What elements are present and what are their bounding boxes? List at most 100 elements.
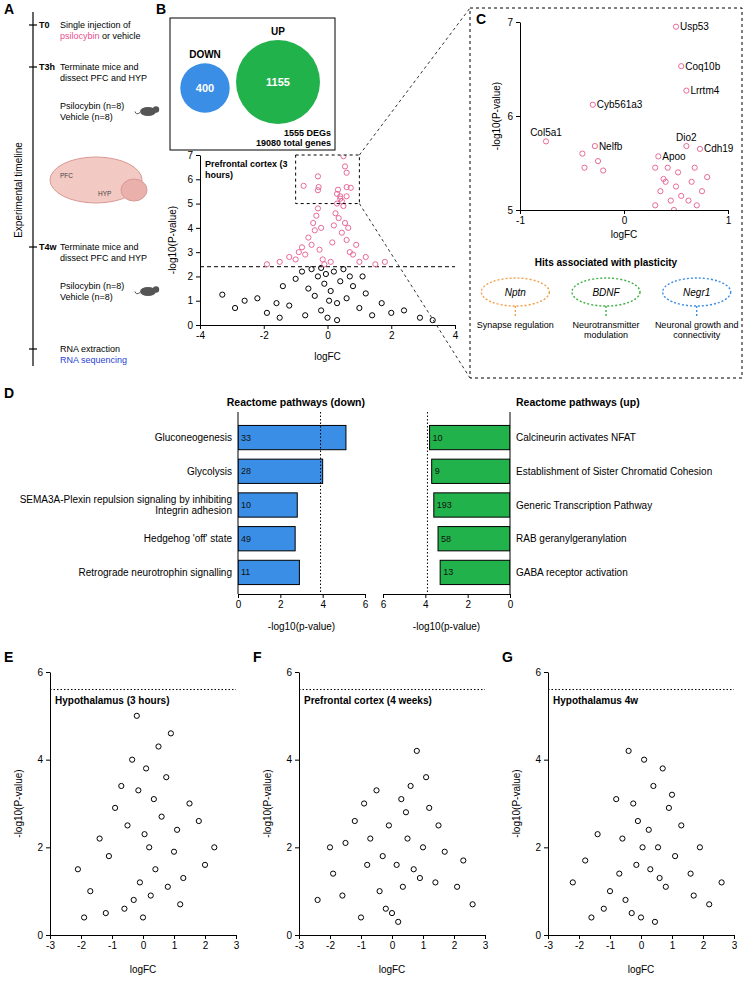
tick-mark xyxy=(295,935,299,936)
axis: -3-2-10123 xyxy=(295,935,489,951)
threshold-line xyxy=(320,412,321,594)
point xyxy=(668,198,673,203)
point xyxy=(368,836,373,841)
point xyxy=(362,801,367,806)
tick-label: 1 xyxy=(670,940,676,951)
tick: -1 xyxy=(108,935,117,951)
point xyxy=(427,805,432,810)
point xyxy=(399,797,404,802)
point xyxy=(595,159,600,164)
tick-label: 2 xyxy=(203,940,209,951)
axis-title: -log10(P-value) xyxy=(262,769,273,837)
point xyxy=(103,910,108,915)
tick-label: 0 xyxy=(187,320,193,331)
point xyxy=(370,313,375,318)
point xyxy=(595,832,600,837)
point xyxy=(601,906,606,911)
tick-label: 2 xyxy=(286,842,292,853)
plasticity: Hits associated with plasticityNptnSynap… xyxy=(477,257,739,340)
point xyxy=(679,193,684,198)
deg-circle xyxy=(236,40,320,124)
gene-label: Col5a1 xyxy=(530,127,562,138)
tick-mark xyxy=(295,672,299,673)
point xyxy=(679,823,684,828)
point xyxy=(147,845,152,850)
zoom-frame xyxy=(470,8,742,378)
axis-line xyxy=(238,412,239,594)
tick: 6 xyxy=(187,174,200,185)
zoom-box xyxy=(296,155,360,204)
point xyxy=(347,274,352,279)
summary-label: 1555 DEGs xyxy=(284,128,331,138)
tick: 0 xyxy=(390,935,396,951)
point xyxy=(396,919,401,924)
point xyxy=(343,840,348,845)
point xyxy=(691,893,696,898)
tick-mark xyxy=(516,116,520,117)
point xyxy=(322,262,327,267)
event-text: Single injection of xyxy=(60,20,131,30)
bar-chart: 3328104911GluconeogenesisGlycolysisSEMA3… xyxy=(20,396,369,632)
tick-label: 2 xyxy=(701,940,707,951)
tick: 4 xyxy=(286,754,299,765)
point xyxy=(689,179,694,184)
axis: -101 xyxy=(516,210,732,226)
point xyxy=(626,748,631,753)
point xyxy=(142,832,147,837)
point xyxy=(334,191,339,196)
tick: 3 xyxy=(187,247,200,258)
point xyxy=(299,245,304,250)
tick: 6 xyxy=(286,667,299,678)
tick-mark xyxy=(425,594,426,598)
tick-label: 1 xyxy=(726,215,732,226)
gene-count: 9 xyxy=(435,466,440,476)
point xyxy=(312,293,317,298)
hit-description: Synapse regulation xyxy=(477,320,554,330)
tick: -2 xyxy=(260,325,269,341)
bar xyxy=(440,560,510,584)
plot-area xyxy=(238,412,346,594)
tick-mark xyxy=(624,210,625,214)
point xyxy=(151,797,156,802)
tick: 0 xyxy=(622,210,628,226)
point xyxy=(543,139,548,144)
panel-label: C xyxy=(476,11,486,27)
point xyxy=(309,242,314,247)
tick: 2 xyxy=(203,935,209,951)
point xyxy=(301,183,306,188)
point xyxy=(148,893,153,898)
tick-label: 0 xyxy=(141,940,147,951)
point xyxy=(131,897,136,902)
point xyxy=(339,230,344,235)
tick-label: -3 xyxy=(46,940,55,951)
tick-mark xyxy=(391,325,392,329)
point xyxy=(88,889,93,894)
tick-mark xyxy=(46,935,50,936)
hit-description: Neurotransmittermodulation xyxy=(572,320,639,340)
gene-count: 193 xyxy=(437,500,452,510)
point xyxy=(629,910,634,915)
tick-label: 4 xyxy=(423,599,429,610)
point xyxy=(386,823,391,828)
point xyxy=(344,296,349,301)
point xyxy=(707,902,712,907)
point xyxy=(461,858,466,863)
point xyxy=(196,818,201,823)
event-text: RNA sequencing xyxy=(60,355,127,365)
point xyxy=(614,797,619,802)
plot-title: Hypothalamus 4w xyxy=(553,695,638,706)
axis-line xyxy=(299,673,300,936)
point xyxy=(360,274,365,279)
tick-mark xyxy=(238,594,239,598)
point xyxy=(684,88,689,93)
tick: 4 xyxy=(37,754,50,765)
event-text-part: RNA sequencing xyxy=(60,355,127,365)
tick-mark xyxy=(423,935,424,939)
point xyxy=(389,310,394,315)
mouse-icon xyxy=(135,106,159,116)
bar xyxy=(432,459,510,483)
gene-label: Lrrtm4 xyxy=(690,85,719,96)
tick-label: -1 xyxy=(357,940,366,951)
point xyxy=(631,801,636,806)
point xyxy=(315,206,320,211)
